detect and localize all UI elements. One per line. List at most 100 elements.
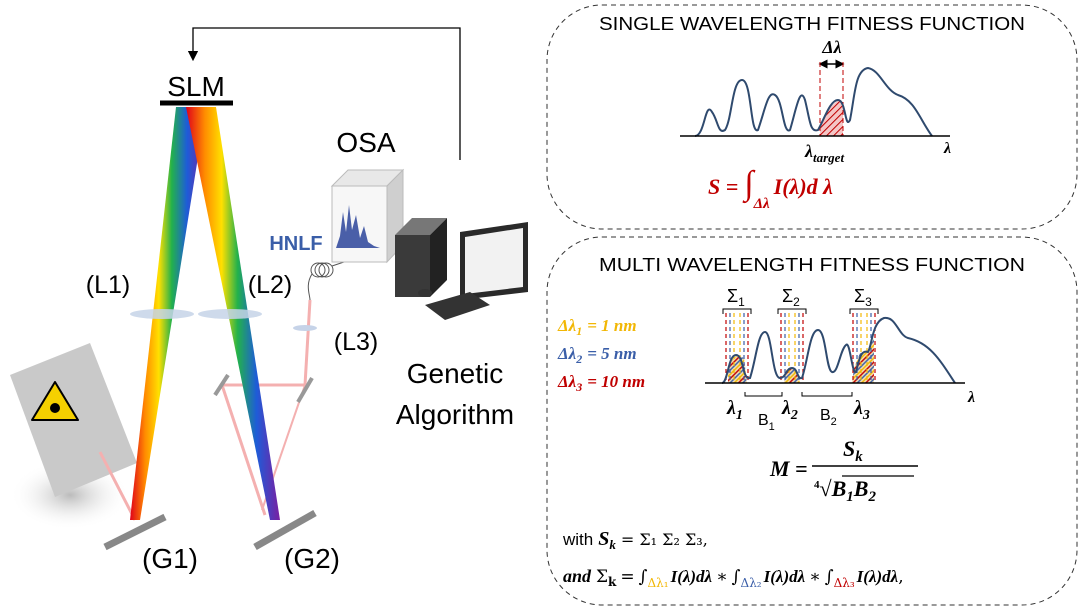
subscript: 2 bbox=[575, 352, 582, 366]
window-legend: Δλ2 = 5 nm bbox=[557, 344, 637, 366]
numerator: Sk bbox=[843, 436, 863, 465]
peak-label: λ1 bbox=[726, 397, 743, 423]
shape bbox=[310, 262, 326, 278]
axis-label: λ bbox=[967, 389, 975, 406]
subscript: 2 bbox=[790, 408, 798, 423]
target-label: λtarget bbox=[804, 141, 844, 165]
pc-top bbox=[395, 218, 447, 235]
peak-label: λ3 bbox=[853, 397, 870, 423]
symbol: λ bbox=[804, 141, 813, 161]
pc-side bbox=[430, 218, 447, 297]
multi-panel bbox=[546, 236, 1078, 606]
formula-lhs: M = bbox=[769, 456, 808, 481]
word: and bbox=[563, 566, 592, 586]
algorithm-label: Algorithm bbox=[396, 399, 514, 430]
peak-label: λ2 bbox=[781, 397, 798, 423]
with-line: with Sk = Σ₁ Σ₂ Σ₃, bbox=[562, 528, 708, 552]
rest: = Σ₁ Σ₂ Σ₃, bbox=[621, 530, 708, 549]
integral: ∫ bbox=[825, 567, 834, 587]
sum-label: Σ3 bbox=[854, 286, 872, 309]
integral: ∫ bbox=[639, 567, 648, 587]
subscript: 1 bbox=[738, 295, 745, 309]
lens-label: (L1) bbox=[86, 271, 130, 299]
symbol: λ bbox=[853, 397, 863, 419]
symbol: B bbox=[831, 476, 847, 501]
operator: ∗ bbox=[716, 567, 728, 587]
sum-bracket bbox=[777, 308, 807, 314]
single-panel bbox=[546, 4, 1078, 230]
subscript: 1 bbox=[769, 421, 775, 433]
shape bbox=[307, 273, 313, 301]
mouse bbox=[418, 289, 432, 297]
sum-bracket bbox=[849, 308, 879, 314]
monitor-screen bbox=[465, 228, 523, 294]
mirror bbox=[296, 376, 314, 404]
window-label: Δλ bbox=[821, 37, 841, 57]
subscript: 1 bbox=[736, 408, 743, 423]
osa-label: OSA bbox=[336, 127, 395, 158]
mirror bbox=[213, 373, 230, 397]
laser-beam bbox=[98, 451, 137, 521]
symbol: Δλ bbox=[557, 372, 577, 391]
subscript: target bbox=[813, 150, 844, 165]
keyboard bbox=[425, 292, 490, 320]
shape bbox=[801, 392, 853, 397]
subscript: 2 bbox=[867, 489, 876, 505]
subscript: 3 bbox=[862, 408, 870, 423]
symbol: Σ bbox=[782, 286, 793, 306]
subscript: 2 bbox=[793, 295, 800, 309]
integrand: I(λ)dλ bbox=[763, 567, 806, 586]
lens-label: (L2) bbox=[248, 271, 292, 299]
symbol: Δλ bbox=[557, 344, 577, 363]
slm-label: SLM bbox=[167, 71, 225, 102]
limit: Δλ₁ bbox=[647, 576, 668, 590]
integral: ∫ bbox=[732, 567, 741, 587]
punctuation: , bbox=[898, 567, 903, 587]
panel-title: SINGLE WAVELENGTH FITNESS FUNCTION bbox=[599, 14, 1025, 34]
integrand: I(λ)d λ bbox=[773, 174, 833, 199]
panel-title: MULTI WAVELENGTH FITNESS FUNCTION bbox=[599, 255, 1025, 275]
osa-front bbox=[331, 185, 388, 263]
windows bbox=[725, 313, 876, 383]
symbol: S bbox=[843, 436, 855, 461]
formula: S = ∫ΔλI(λ)d λ bbox=[708, 165, 833, 212]
symbol: Σ bbox=[727, 286, 738, 306]
lens bbox=[198, 309, 262, 319]
symbol: λ bbox=[781, 397, 791, 419]
root-index: 4 bbox=[814, 479, 820, 491]
pc-tower bbox=[395, 235, 430, 297]
subscript: k bbox=[608, 575, 617, 589]
subscript: 1 bbox=[576, 324, 582, 338]
hnlf-label: HNLF bbox=[269, 233, 322, 255]
limit: Δλ₃ bbox=[834, 576, 855, 590]
value: = 10 nm bbox=[587, 372, 645, 391]
sum-bracket bbox=[722, 308, 752, 314]
grating bbox=[103, 513, 167, 551]
denominator: 4√B1B2 bbox=[814, 476, 876, 505]
symbol: Σ bbox=[596, 567, 608, 587]
word: with bbox=[562, 530, 593, 549]
grating bbox=[253, 509, 317, 551]
sum-label: Σ1 bbox=[727, 286, 745, 309]
integrand: I(λ)dλ bbox=[670, 567, 713, 586]
spacing-brackets bbox=[744, 392, 853, 397]
lens-label: (L3) bbox=[334, 328, 378, 356]
symbol: B bbox=[820, 407, 831, 424]
axis-label: λ bbox=[943, 140, 951, 157]
lens bbox=[130, 309, 194, 319]
algorithm-label: Genetic bbox=[407, 358, 504, 389]
shape bbox=[314, 262, 330, 278]
subscript: k bbox=[855, 449, 863, 465]
and-line: and Σk = ∫Δλ₁ I(λ)dλ ∗ ∫Δλ₂ I(λ)dλ ∗ ∫Δλ₃ I(λ)dλ, bbox=[563, 566, 904, 590]
integrand: I(λ)dλ bbox=[856, 567, 899, 586]
shape bbox=[318, 262, 334, 278]
symbol: B bbox=[853, 476, 869, 501]
symbol: S bbox=[598, 528, 609, 550]
spectrum bbox=[721, 316, 956, 384]
window-legend: Δλ1 = 1 nm bbox=[557, 316, 637, 338]
symbol: B bbox=[758, 412, 769, 429]
limit: Δλ₂ bbox=[741, 576, 762, 590]
osa-spectrum bbox=[336, 205, 380, 248]
radical: √ bbox=[820, 476, 833, 501]
